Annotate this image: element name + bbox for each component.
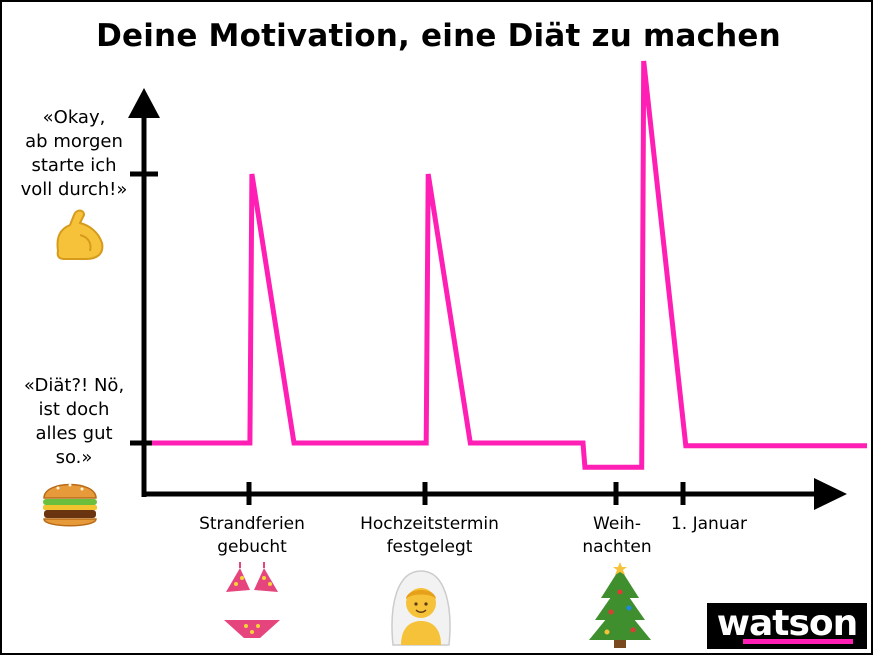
- flexed-biceps-icon: [56, 209, 104, 260]
- series-line-motivation: [152, 60, 867, 470]
- chart-title: Deine Motivation, eine Diät zu machen: [96, 18, 781, 54]
- bikini-icon: [224, 562, 280, 638]
- x-label-weihnachten: Weih- nachten: [582, 514, 652, 557]
- x-label-januar: 1. Januar: [670, 514, 747, 534]
- watson-logo: watson: [707, 603, 867, 649]
- bride-icon: [391, 570, 451, 646]
- y-axis-arrow: [128, 88, 160, 118]
- x-label-strandferien: Strandferien gebucht: [199, 514, 305, 557]
- x-label-hochzeit: Hochzeitstermin festgelegt: [360, 514, 499, 557]
- y-label-low: «Diät?! Nö, ist doch alles gut so.»: [23, 375, 125, 468]
- x-axis-arrow: [814, 478, 847, 510]
- hamburger-icon: [43, 483, 97, 527]
- logo-accent-bar: [743, 639, 853, 644]
- y-label-high: «Okay, ab morgen starte ich voll durch!»: [20, 107, 128, 200]
- christmas-tree-icon: [589, 562, 651, 648]
